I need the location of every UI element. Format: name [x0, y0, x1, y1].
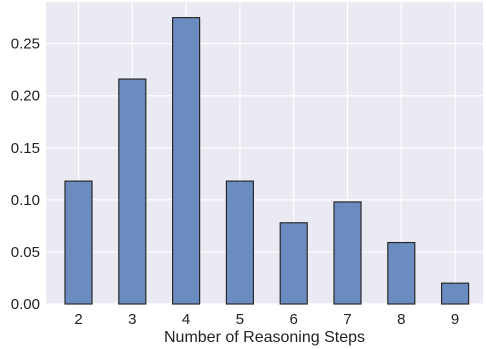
y-tick-label: 0.05	[11, 244, 40, 261]
bar-5	[225, 180, 254, 305]
plot-background	[46, 2, 483, 304]
y-tick-label: 0.10	[11, 192, 40, 209]
y-tick-labels: 0.00 0.05 0.10 0.15 0.20 0.25	[11, 36, 40, 313]
bar-8	[387, 241, 416, 305]
y-tick-label: 0.20	[11, 88, 40, 105]
bar-2	[64, 180, 93, 305]
bar-6	[279, 222, 308, 305]
x-tick-label: 4	[182, 311, 190, 328]
x-tick-label: 8	[397, 311, 405, 328]
x-tick-label: 7	[343, 311, 351, 328]
x-tick-label: 5	[236, 311, 244, 328]
x-tick-label: 9	[451, 311, 459, 328]
y-tick-label: 0.25	[11, 36, 40, 53]
x-tick-label: 6	[290, 311, 298, 328]
bar-7	[333, 201, 362, 305]
x-axis-label: Number of Reasoning Steps	[164, 329, 365, 346]
x-tick-labels: 2 3 4 5 6 7 8 9	[74, 311, 459, 328]
bar-9	[441, 282, 470, 305]
x-tick-label: 3	[128, 311, 136, 328]
bar-3	[118, 78, 147, 305]
x-tick-label: 2	[74, 311, 82, 328]
bar-4	[172, 17, 201, 305]
y-tick-label: 0.00	[11, 296, 40, 313]
y-tick-label: 0.15	[11, 140, 40, 157]
bars	[64, 17, 470, 305]
